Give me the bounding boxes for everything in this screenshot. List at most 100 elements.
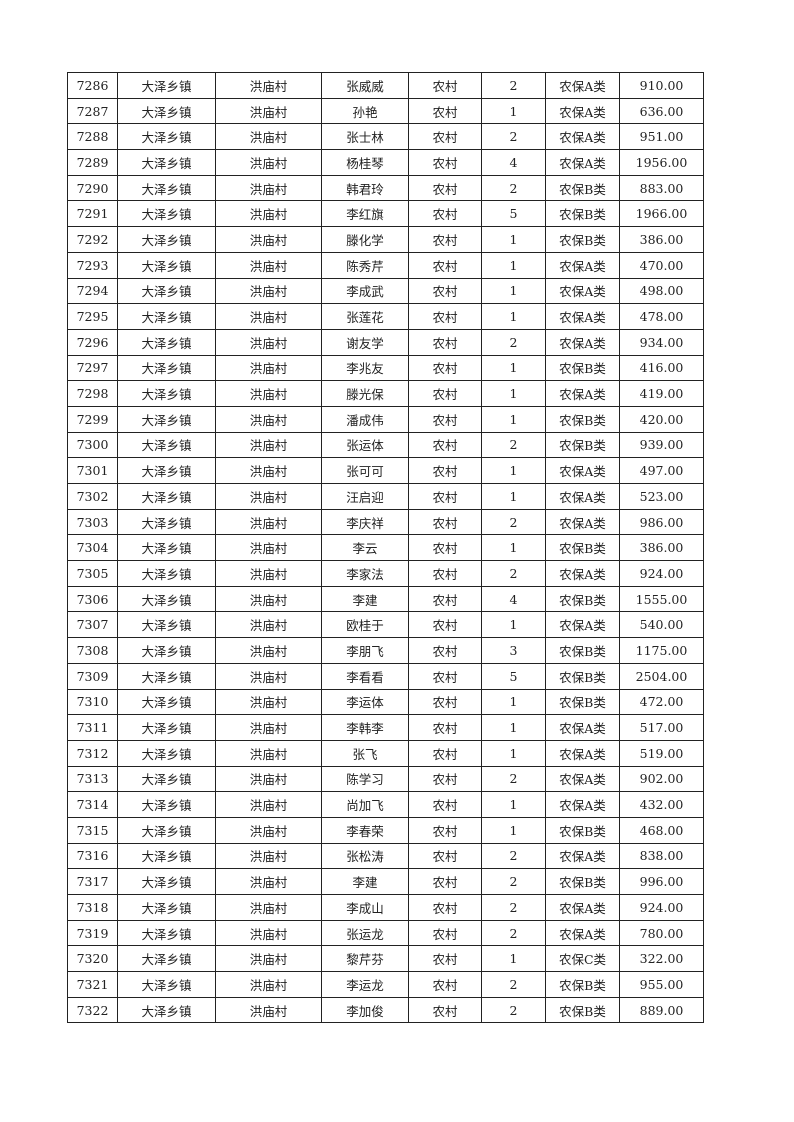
- cell-township: 大泽乡镇: [117, 405, 216, 433]
- cell-village: 洪庙村: [215, 380, 322, 407]
- cell-row-number: 7320: [67, 945, 118, 973]
- cell-village: 洪庙村: [215, 816, 322, 844]
- cell-insurance-category: 农保B类: [545, 868, 620, 895]
- table-row: 7317 大泽乡镇 洪庙村 李建 农村 2 农保B类 996.00: [67, 868, 704, 895]
- cell-amount: 924.00: [619, 560, 704, 587]
- table-row: 7304 大泽乡镇 洪庙村 李云 农村 1 农保B类 386.00: [67, 534, 704, 562]
- cell-village: 洪庙村: [215, 303, 322, 330]
- cell-village: 洪庙村: [215, 688, 322, 716]
- cell-family-size: 4: [481, 149, 546, 176]
- cell-village: 洪庙村: [215, 919, 322, 947]
- table-row: 7294 大泽乡镇 洪庙村 李成武 农村 1 农保A类 498.00: [67, 277, 704, 305]
- cell-amount: 883.00: [619, 174, 704, 202]
- cell-family-size: 2: [481, 765, 546, 793]
- cell-amount: 468.00: [619, 816, 704, 844]
- cell-household-type: 农村: [408, 765, 482, 793]
- table-row: 7306 大泽乡镇 洪庙村 李建 农村 4 农保B类 1555.00: [67, 585, 704, 613]
- cell-family-size: 1: [481, 791, 546, 818]
- cell-name: 李家法: [321, 560, 409, 587]
- cell-township: 大泽乡镇: [117, 765, 216, 793]
- cell-insurance-category: 农保B类: [545, 585, 620, 613]
- cell-row-number: 7287: [67, 97, 118, 125]
- cell-amount: 838.00: [619, 842, 704, 870]
- cell-insurance-category: 农保A类: [545, 457, 620, 484]
- cell-household-type: 农村: [408, 662, 482, 690]
- cell-township: 大泽乡镇: [117, 996, 216, 1024]
- table-row: 7288 大泽乡镇 洪庙村 张士林 农村 2 农保A类 951.00: [67, 123, 704, 151]
- cell-household-type: 农村: [408, 457, 482, 484]
- cell-amount: 432.00: [619, 791, 704, 818]
- cell-township: 大泽乡镇: [117, 328, 216, 356]
- cell-amount: 386.00: [619, 226, 704, 253]
- cell-name: 李庆祥: [321, 508, 409, 536]
- cell-household-type: 农村: [408, 996, 482, 1024]
- cell-row-number: 7286: [67, 72, 118, 99]
- data-table: 7286 大泽乡镇 洪庙村 张威威 农村 2 农保A类 910.00 7287 大泽乡镇 洪庙村 孙艳…: [67, 72, 704, 1024]
- cell-name: 李运龙: [321, 971, 409, 998]
- cell-family-size: 2: [481, 560, 546, 587]
- cell-insurance-category: 农保A类: [545, 765, 620, 793]
- cell-row-number: 7315: [67, 816, 118, 844]
- table-row: 7290 大泽乡镇 洪庙村 韩君玲 农村 2 农保B类 883.00: [67, 174, 704, 202]
- cell-insurance-category: 农保B类: [545, 534, 620, 562]
- cell-township: 大泽乡镇: [117, 303, 216, 330]
- cell-row-number: 7305: [67, 560, 118, 587]
- cell-amount: 636.00: [619, 97, 704, 125]
- cell-township: 大泽乡镇: [117, 354, 216, 382]
- cell-insurance-category: 农保A类: [545, 277, 620, 305]
- cell-township: 大泽乡镇: [117, 123, 216, 151]
- cell-amount: 497.00: [619, 457, 704, 484]
- cell-household-type: 农村: [408, 945, 482, 973]
- cell-amount: 889.00: [619, 996, 704, 1024]
- cell-amount: 322.00: [619, 945, 704, 973]
- cell-household-type: 农村: [408, 174, 482, 202]
- cell-row-number: 7292: [67, 226, 118, 253]
- cell-township: 大泽乡镇: [117, 894, 216, 921]
- cell-amount: 1175.00: [619, 637, 704, 664]
- cell-amount: 951.00: [619, 123, 704, 151]
- cell-row-number: 7307: [67, 611, 118, 639]
- cell-household-type: 农村: [408, 508, 482, 536]
- cell-insurance-category: 农保A类: [545, 791, 620, 818]
- cell-name: 张运龙: [321, 919, 409, 947]
- cell-village: 洪庙村: [215, 662, 322, 690]
- cell-insurance-category: 农保A类: [545, 894, 620, 921]
- cell-row-number: 7296: [67, 328, 118, 356]
- cell-village: 洪庙村: [215, 637, 322, 664]
- cell-household-type: 农村: [408, 354, 482, 382]
- cell-insurance-category: 农保B类: [545, 971, 620, 998]
- cell-family-size: 1: [481, 380, 546, 407]
- cell-name: 汪启迎: [321, 483, 409, 510]
- cell-amount: 910.00: [619, 72, 704, 99]
- table-row: 7312 大泽乡镇 洪庙村 张飞 农村 1 农保A类 519.00: [67, 739, 704, 767]
- cell-family-size: 1: [481, 714, 546, 741]
- cell-household-type: 农村: [408, 919, 482, 947]
- cell-amount: 902.00: [619, 765, 704, 793]
- cell-insurance-category: 农保A类: [545, 508, 620, 536]
- cell-village: 洪庙村: [215, 226, 322, 253]
- cell-name: 张运体: [321, 431, 409, 459]
- cell-household-type: 农村: [408, 226, 482, 253]
- cell-family-size: 2: [481, 328, 546, 356]
- cell-family-size: 1: [481, 534, 546, 562]
- table-row: 7301 大泽乡镇 洪庙村 张可可 农村 1 农保A类 497.00: [67, 457, 704, 484]
- cell-name: 张士林: [321, 123, 409, 151]
- cell-family-size: 2: [481, 174, 546, 202]
- cell-family-size: 2: [481, 842, 546, 870]
- cell-amount: 472.00: [619, 688, 704, 716]
- table-row: 7295 大泽乡镇 洪庙村 张莲花 农村 1 农保A类 478.00: [67, 303, 704, 330]
- cell-family-size: 1: [481, 816, 546, 844]
- cell-township: 大泽乡镇: [117, 251, 216, 279]
- cell-village: 洪庙村: [215, 534, 322, 562]
- cell-insurance-category: 农保B类: [545, 662, 620, 690]
- cell-family-size: 2: [481, 123, 546, 151]
- cell-insurance-category: 农保A类: [545, 714, 620, 741]
- cell-row-number: 7301: [67, 457, 118, 484]
- cell-row-number: 7321: [67, 971, 118, 998]
- cell-insurance-category: 农保A类: [545, 123, 620, 151]
- cell-village: 洪庙村: [215, 72, 322, 99]
- cell-row-number: 7291: [67, 200, 118, 228]
- cell-township: 大泽乡镇: [117, 72, 216, 99]
- cell-insurance-category: 农保A类: [545, 149, 620, 176]
- cell-village: 洪庙村: [215, 996, 322, 1024]
